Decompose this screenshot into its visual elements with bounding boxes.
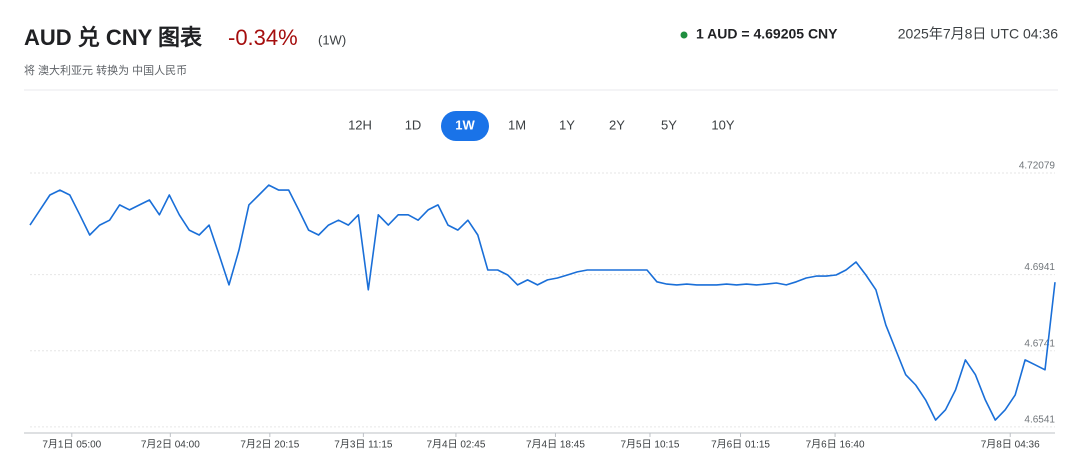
x-tick-label: 7月8日 04:36 (981, 439, 1040, 451)
x-tick-label: 7月4日 18:45 (526, 439, 585, 451)
range-button[interactable]: 2Y (609, 117, 625, 132)
range-button[interactable]: 1D (405, 117, 422, 132)
range-button[interactable]: 10Y (711, 117, 734, 132)
x-tick-label: 7月3日 11:15 (334, 439, 393, 451)
range-button-label[interactable]: 5Y (661, 117, 677, 132)
range-button-label[interactable]: 2Y (609, 117, 625, 132)
title: AUD 兑 CNY 图表 (24, 25, 203, 50)
price-line (29, 184, 1056, 421)
x-tick-label: 7月5日 10:15 (621, 439, 680, 451)
range-button-label[interactable]: 10Y (711, 117, 734, 132)
range-button-label[interactable]: 12H (348, 117, 372, 132)
status-dot (680, 31, 688, 39)
range-button-label[interactable]: 1Y (559, 117, 575, 132)
y-tick-label: 4.6741 (1024, 338, 1055, 349)
range-button[interactable]: 12H (348, 117, 372, 132)
x-tick-label: 7月4日 02:45 (426, 439, 485, 451)
x-tick-label: 7月1日 05:00 (42, 439, 101, 451)
range-button[interactable]: 5Y (661, 117, 677, 132)
range-button-label[interactable]: 1M (508, 117, 526, 132)
range-button-bg[interactable] (441, 111, 489, 141)
x-tick-label: 7月6日 16:40 (806, 439, 865, 451)
x-tick-label: 7月2日 04:00 (141, 439, 200, 451)
subtitle: 将 澳大利亚元 转换为 中国人民币 (24, 63, 187, 77)
y-tick-label: 4.6541 (1024, 415, 1055, 426)
x-tick-label: 7月2日 20:15 (240, 439, 299, 451)
y-tick-label: 4.6941 (1024, 262, 1055, 273)
x-tick-label: 7月6日 01:15 (711, 439, 770, 451)
range-button[interactable]: 1W (441, 111, 489, 141)
rate: 1 AUD = 4.69205 CNY (696, 26, 838, 42)
y-tick-label: 4.72079 (1019, 161, 1056, 172)
change: -0.34% (228, 25, 298, 50)
range-button-label[interactable]: 1D (405, 117, 422, 132)
range-button[interactable]: 1Y (559, 117, 575, 132)
timestamp: 2025年7月8日 UTC 04:36 (898, 26, 1059, 42)
period: (1W) (318, 32, 346, 47)
range-button[interactable]: 1M (508, 117, 526, 132)
range-button-label[interactable]: 1W (455, 117, 475, 132)
